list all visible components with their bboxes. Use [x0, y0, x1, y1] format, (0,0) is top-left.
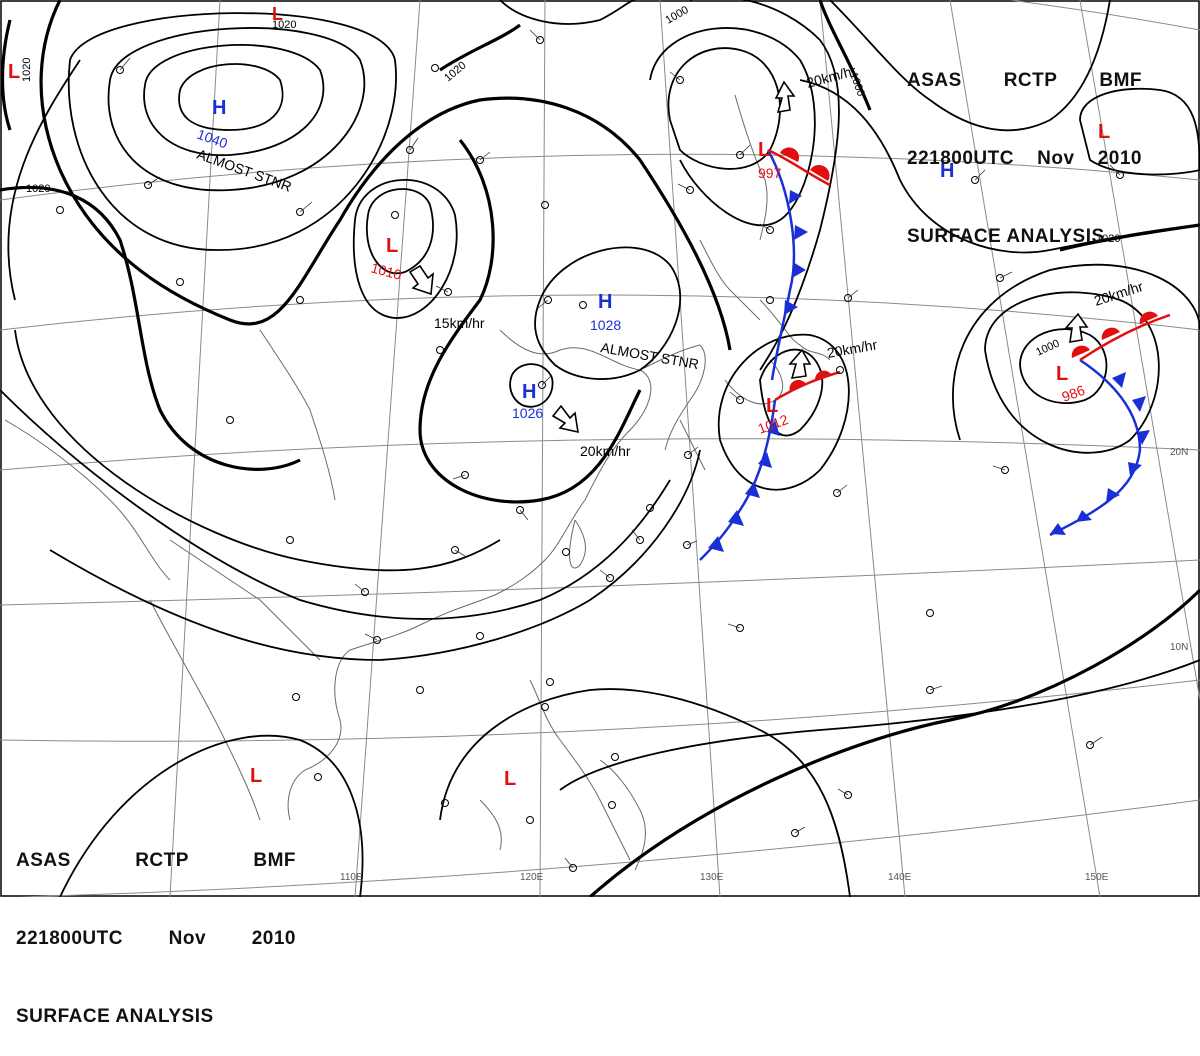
title-year: 2010 — [1097, 148, 1142, 169]
motion-arrow-icon — [774, 80, 796, 113]
title-year: 2010 — [251, 928, 296, 949]
surface-analysis-map: 1020 1020 1020 1020 1000 1000 1020 1000 … — [0, 0, 1200, 897]
isobar-label: 1020 — [1096, 233, 1120, 245]
title-line-3: SURFACE ANALYSIS — [907, 224, 1142, 250]
system-note: ALMOST STNR — [599, 339, 700, 372]
isobar-label: 1020 — [442, 59, 468, 84]
cold-front-line — [1049, 358, 1142, 537]
map-frame — [0, 0, 1200, 897]
pressure-value: 1026 — [512, 405, 543, 421]
speed-label: 20km/hr — [580, 443, 631, 459]
longitude-label: 150E — [1085, 872, 1109, 883]
low-pressure-icon: L — [386, 235, 398, 257]
speed-label: 20km/hr — [805, 62, 858, 91]
pressure-value: 1028 — [590, 317, 621, 333]
speed-label: 15km/hr — [434, 315, 485, 331]
low-pressure-icon: L — [504, 768, 516, 790]
title-month: Nov — [168, 928, 207, 949]
title-product: ASAS — [16, 850, 71, 871]
title-kind: SURFACE ANALYSIS — [907, 226, 1105, 247]
isobar-label: 1020 — [272, 19, 296, 31]
cold-front-line — [766, 149, 796, 381]
warm-front-line — [774, 370, 841, 402]
title-source: BMF — [1099, 70, 1142, 91]
low-pressure-icon: L — [272, 4, 283, 24]
motion-arrow-icon — [408, 264, 434, 296]
title-line-1: ASAS RCTP BMF — [907, 68, 1142, 94]
pressure-value: 1010 — [369, 259, 403, 283]
warm-front-line — [767, 148, 831, 187]
pressure-value: 986 — [1060, 382, 1088, 405]
longitude-label: 130E — [700, 872, 724, 883]
header-bottom: ASAS RCTP BMF 221800UTC Nov 2010 SURFACE… — [16, 796, 296, 1056]
title-time: 221800UTC — [907, 148, 1014, 169]
latitude-label: 20N — [1170, 447, 1188, 458]
cold-fronts — [699, 149, 1150, 561]
motion-arrow-icon — [788, 348, 812, 379]
isobar-label: 1000 — [1034, 337, 1061, 358]
high-pressure-icon: H — [940, 160, 954, 182]
grid-labels: 110E 120E 130E 140E 150E 20N 10N — [340, 447, 1188, 883]
low-pressure-icon: L — [758, 139, 770, 161]
title-month: Nov — [1037, 148, 1075, 169]
high-pressure-icon: H — [522, 381, 536, 403]
title-line-1: ASAS RCTP BMF — [16, 848, 296, 874]
lat-lon-grid — [0, 0, 1200, 897]
title-kind: SURFACE ANALYSIS — [16, 1006, 214, 1027]
low-pressure-icon: L — [766, 395, 778, 417]
isobars-thin — [0, 0, 1200, 897]
header-top: ASAS RCTP BMF 221800UTC Nov 2010 SURFACE… — [907, 16, 1142, 276]
warm-front-line — [1079, 313, 1171, 362]
coastlines — [4, 94, 831, 871]
longitude-label: 110E — [340, 872, 363, 883]
high-pressure-icon: H — [598, 291, 612, 313]
title-time: 221800UTC — [16, 928, 123, 949]
speed-label: 20km/hr — [1092, 278, 1145, 309]
title-line-2: 221800UTC Nov 2010 — [907, 146, 1142, 172]
motion-arrows — [408, 80, 1089, 434]
motion-arrow-icon — [1064, 312, 1089, 343]
longitude-label: 140E — [888, 872, 912, 883]
station-plots — [56, 29, 1124, 872]
title-station: RCTP — [135, 850, 189, 871]
low-pressure-icon: L — [8, 61, 20, 83]
isobars-thick — [0, 0, 1200, 897]
low-pressure-icon: L — [1098, 121, 1110, 143]
title-source: BMF — [253, 850, 296, 871]
isobar-label: 1020 — [26, 183, 50, 195]
title-station: RCTP — [1003, 70, 1058, 91]
low-pressure-icon: L — [1056, 363, 1068, 385]
high-pressure-icon: H — [212, 97, 226, 119]
latitude-label: 10N — [1170, 642, 1188, 653]
title-line-2: 221800UTC Nov 2010 — [16, 926, 296, 952]
longitude-label: 120E — [520, 872, 544, 883]
pressure-value: 997 — [758, 165, 782, 181]
title-line-3: SURFACE ANALYSIS — [16, 1004, 296, 1030]
speed-label: 20km/hr — [826, 336, 879, 361]
warm-fronts — [767, 147, 1171, 402]
low-pressure-icon: L — [250, 765, 262, 787]
title-product: ASAS — [907, 70, 962, 91]
motion-arrow-icon — [551, 404, 579, 434]
isobar-label: 1000 — [664, 4, 691, 27]
isobar-label: 1020 — [21, 58, 33, 82]
